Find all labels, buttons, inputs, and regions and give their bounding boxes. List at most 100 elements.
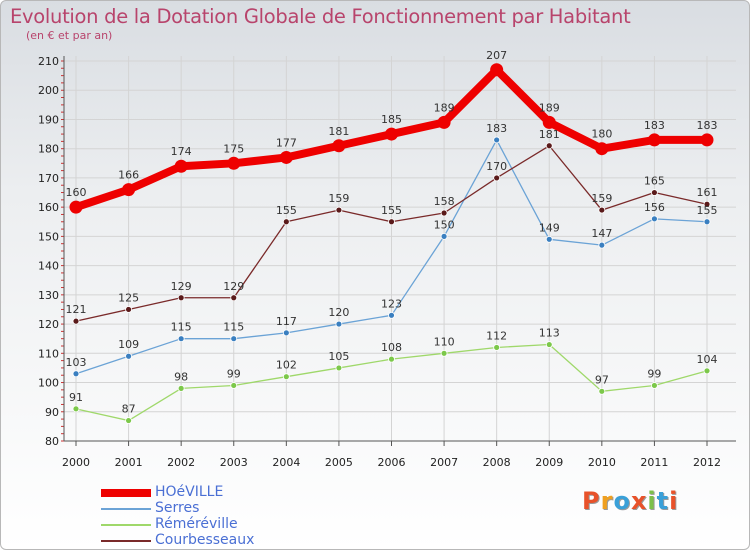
data-label: 103: [66, 356, 87, 369]
y-tick-label: 200: [38, 84, 59, 97]
data-point: [703, 218, 711, 226]
data-label: 117: [276, 315, 297, 328]
data-label: 102: [276, 359, 297, 372]
x-tick-label: 2006: [378, 456, 406, 469]
data-point: [72, 405, 80, 413]
data-point: [598, 206, 606, 214]
legend-label: Réméréville: [155, 516, 238, 532]
data-label: 91: [69, 391, 83, 404]
data-point: [440, 349, 448, 357]
data-point: [230, 335, 238, 343]
x-tick-label: 2010: [588, 456, 616, 469]
data-label: 99: [647, 367, 661, 380]
y-tick-label: 160: [38, 201, 59, 214]
data-label: 112: [486, 329, 507, 342]
data-point: [545, 235, 553, 243]
data-point: [703, 200, 711, 208]
logo-letter: P: [582, 487, 601, 515]
data-label: 160: [66, 186, 87, 199]
data-point: [493, 174, 501, 182]
data-label: 158: [434, 195, 455, 208]
chart-title: Evolution de la Dotation Globale de Fonc…: [10, 5, 631, 28]
data-point: [332, 139, 346, 153]
data-point: [703, 367, 711, 375]
data-label: 115: [171, 321, 192, 334]
data-label: 189: [434, 101, 455, 114]
data-point: [700, 133, 714, 147]
data-point: [282, 218, 290, 226]
logo-letter: o: [613, 487, 631, 515]
data-point: [125, 352, 132, 360]
proxiti-logo: Proxiti: [582, 487, 678, 515]
y-tick-label: 100: [38, 377, 59, 390]
data-label: 99: [227, 367, 241, 380]
chart-subtitle: (en € et par an): [26, 29, 113, 42]
logo-letter: i: [669, 487, 679, 515]
data-label: 207: [486, 49, 507, 62]
legend-swatch-courbesseaux: [101, 540, 151, 542]
y-tick-label: 190: [38, 113, 59, 126]
logo-letter: i: [647, 487, 657, 515]
data-label: 181: [539, 128, 560, 141]
data-point: [69, 200, 83, 214]
data-point: [125, 306, 132, 313]
axes: 8090100110120130140150160170180190200210…: [38, 55, 736, 469]
x-tick-label: 2003: [220, 456, 248, 469]
legend-label: HOéVILLE: [155, 484, 224, 500]
data-point: [598, 241, 606, 249]
legend-swatch-serres: [101, 508, 151, 510]
data-point: [335, 364, 343, 372]
data-label: 183: [644, 119, 665, 132]
y-tick-label: 180: [38, 143, 59, 156]
grid-lines: [64, 56, 736, 441]
data-point: [122, 183, 136, 197]
data-label: 181: [328, 125, 349, 138]
data-label: 149: [539, 221, 560, 234]
data-label: 166: [118, 169, 139, 182]
data-point: [545, 341, 553, 348]
data-labels: 103 109 115 115 117 120 123 150 183 149 147 156 155 9…: [66, 49, 718, 416]
series-lines: [69, 63, 714, 424]
data-label: 174: [171, 145, 192, 158]
data-point: [230, 382, 238, 389]
data-point: [335, 320, 343, 328]
data-label: 170: [486, 160, 507, 173]
data-label: 108: [381, 341, 402, 354]
data-point: [545, 142, 553, 150]
data-point: [282, 373, 290, 381]
data-label: 183: [486, 122, 507, 135]
data-label: 109: [118, 338, 139, 351]
x-tick-label: 2001: [115, 456, 143, 469]
logo-letter: r: [600, 487, 614, 515]
x-tick-label: 2009: [535, 456, 563, 469]
data-label: 155: [381, 204, 402, 217]
x-tick-label: 2002: [167, 456, 195, 469]
y-tick-label: 210: [38, 55, 59, 68]
legend-swatch-hoeville: [101, 489, 151, 497]
x-tick-label: 2000: [62, 456, 90, 469]
data-label: 155: [276, 204, 297, 217]
x-tick-label: 2004: [272, 456, 300, 469]
x-tick-label: 2011: [640, 456, 668, 469]
data-label: 165: [644, 175, 665, 188]
data-point: [72, 370, 80, 378]
data-label: 105: [328, 350, 349, 363]
data-label: 185: [381, 113, 402, 126]
data-point: [542, 115, 556, 129]
y-tick-label: 130: [38, 289, 59, 302]
logo-letter: x: [630, 487, 648, 515]
data-label: 175: [223, 142, 244, 155]
data-point: [282, 329, 290, 337]
data-label: 147: [591, 227, 612, 240]
data-point: [440, 232, 448, 240]
data-label: 159: [328, 192, 349, 205]
data-label: 150: [434, 218, 455, 231]
data-point: [335, 206, 343, 214]
data-label: 98: [174, 370, 188, 383]
data-point: [651, 189, 658, 196]
data-label: 120: [328, 306, 349, 319]
data-point: [437, 115, 451, 129]
data-point: [595, 142, 609, 156]
data-point: [598, 387, 606, 395]
